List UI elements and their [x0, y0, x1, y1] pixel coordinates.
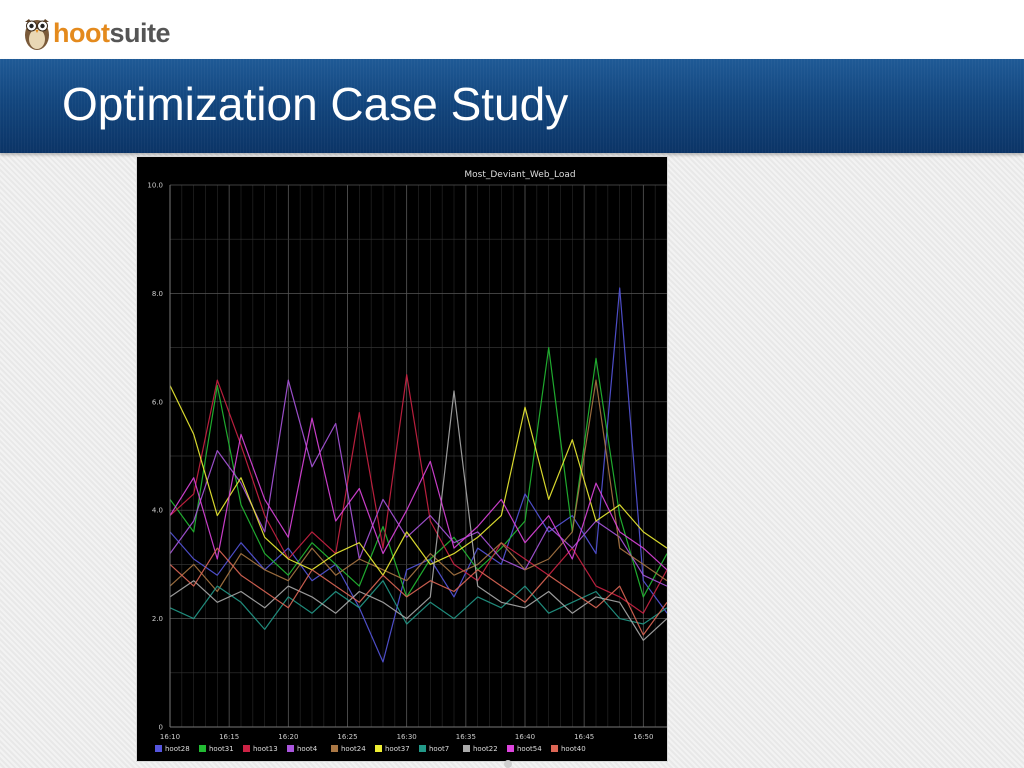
legend-label-hoot13: hoot13: [253, 745, 278, 753]
chart-panel: 16:10 16:15 16:20 16:25 16:30 16:35 16:40 16:45…: [136, 156, 668, 762]
legend-label-hoot31: hoot31: [209, 745, 234, 753]
x-tick-label: 16:15: [219, 733, 239, 741]
legend-swatch-hoot40: [551, 745, 558, 752]
series-line-hoot37: [169, 385, 667, 576]
x-tick-label: 16:25: [337, 733, 357, 741]
legend-swatch-hoot37: [375, 745, 382, 752]
series-line-hoot54: [169, 417, 667, 571]
legend-swatch-hoot31: [199, 745, 206, 752]
legend-swatch-hoot7: [419, 745, 426, 752]
legend-label-hoot40: hoot40: [561, 745, 586, 753]
chart-grid: [169, 184, 667, 728]
chart-legend: hoot28 hoot31 hoot13 hoot4 hoot24 hoot37 hoot7…: [155, 745, 586, 753]
y-tick-label: 2.0: [152, 615, 163, 623]
title-banner: [0, 59, 1024, 153]
x-tick-label: 16:35: [456, 733, 476, 741]
legend-label-hoot54: hoot54: [517, 745, 542, 753]
chart-axes: 16:10 16:15 16:20 16:25 16:30 16:35 16:40 16:45…: [147, 182, 667, 741]
logo-word-suite: suite: [109, 17, 171, 48]
series-line-hoot31: [169, 347, 667, 598]
line-chart: 16:10 16:15 16:20 16:25 16:30 16:35 16:40 16:45…: [147, 170, 667, 753]
slide-header-bar: hootsuite: [0, 0, 1024, 59]
hootsuite-logo: hootsuite: [22, 12, 171, 52]
legend-swatch-hoot4: [287, 745, 294, 752]
x-tick-label: 16:20: [278, 733, 298, 741]
chart-series-group: [169, 287, 667, 663]
logo-word-hoot: hoot: [53, 17, 110, 48]
legend-swatch-hoot13: [243, 745, 250, 752]
owl-logo-icon: [25, 19, 49, 50]
x-tick-label: 16:40: [515, 733, 535, 741]
slide-indicator-dot: [504, 760, 512, 768]
chart-title: Most_Deviant_Web_Load: [464, 170, 575, 180]
y-tick-label: 6.0: [152, 398, 163, 406]
legend-label-hoot4: hoot4: [297, 745, 318, 753]
legend-swatch-hoot22: [463, 745, 470, 752]
legend-label-hoot28: hoot28: [165, 745, 190, 753]
slide-title: Optimization Case Study: [62, 78, 569, 130]
series-line-hoot7: [169, 580, 667, 630]
series-line-hoot24: [169, 379, 667, 593]
legend-label-hoot7: hoot7: [429, 745, 449, 753]
series-line-hoot40: [169, 547, 667, 636]
legend-label-hoot37: hoot37: [385, 745, 410, 753]
y-tick-label: 4.0: [152, 507, 163, 515]
series-line-hoot22: [169, 390, 667, 641]
legend-swatch-hoot28: [155, 745, 162, 752]
x-tick-label: 16:50: [633, 733, 653, 741]
x-tick-label: 16:45: [574, 733, 594, 741]
y-tick-label: 8.0: [152, 290, 163, 298]
logo-wordmark: hootsuite: [53, 17, 171, 49]
x-tick-label: 16:10: [160, 733, 180, 741]
legend-swatch-hoot54: [507, 745, 514, 752]
legend-swatch-hoot24: [331, 745, 338, 752]
x-tick-label: 16:30: [397, 733, 417, 741]
y-tick-label: 0: [159, 724, 163, 732]
y-tick-label: 10.0: [147, 182, 163, 190]
legend-label-hoot22: hoot22: [473, 745, 498, 753]
legend-label-hoot24: hoot24: [341, 745, 366, 753]
series-line-hoot13: [169, 374, 667, 614]
